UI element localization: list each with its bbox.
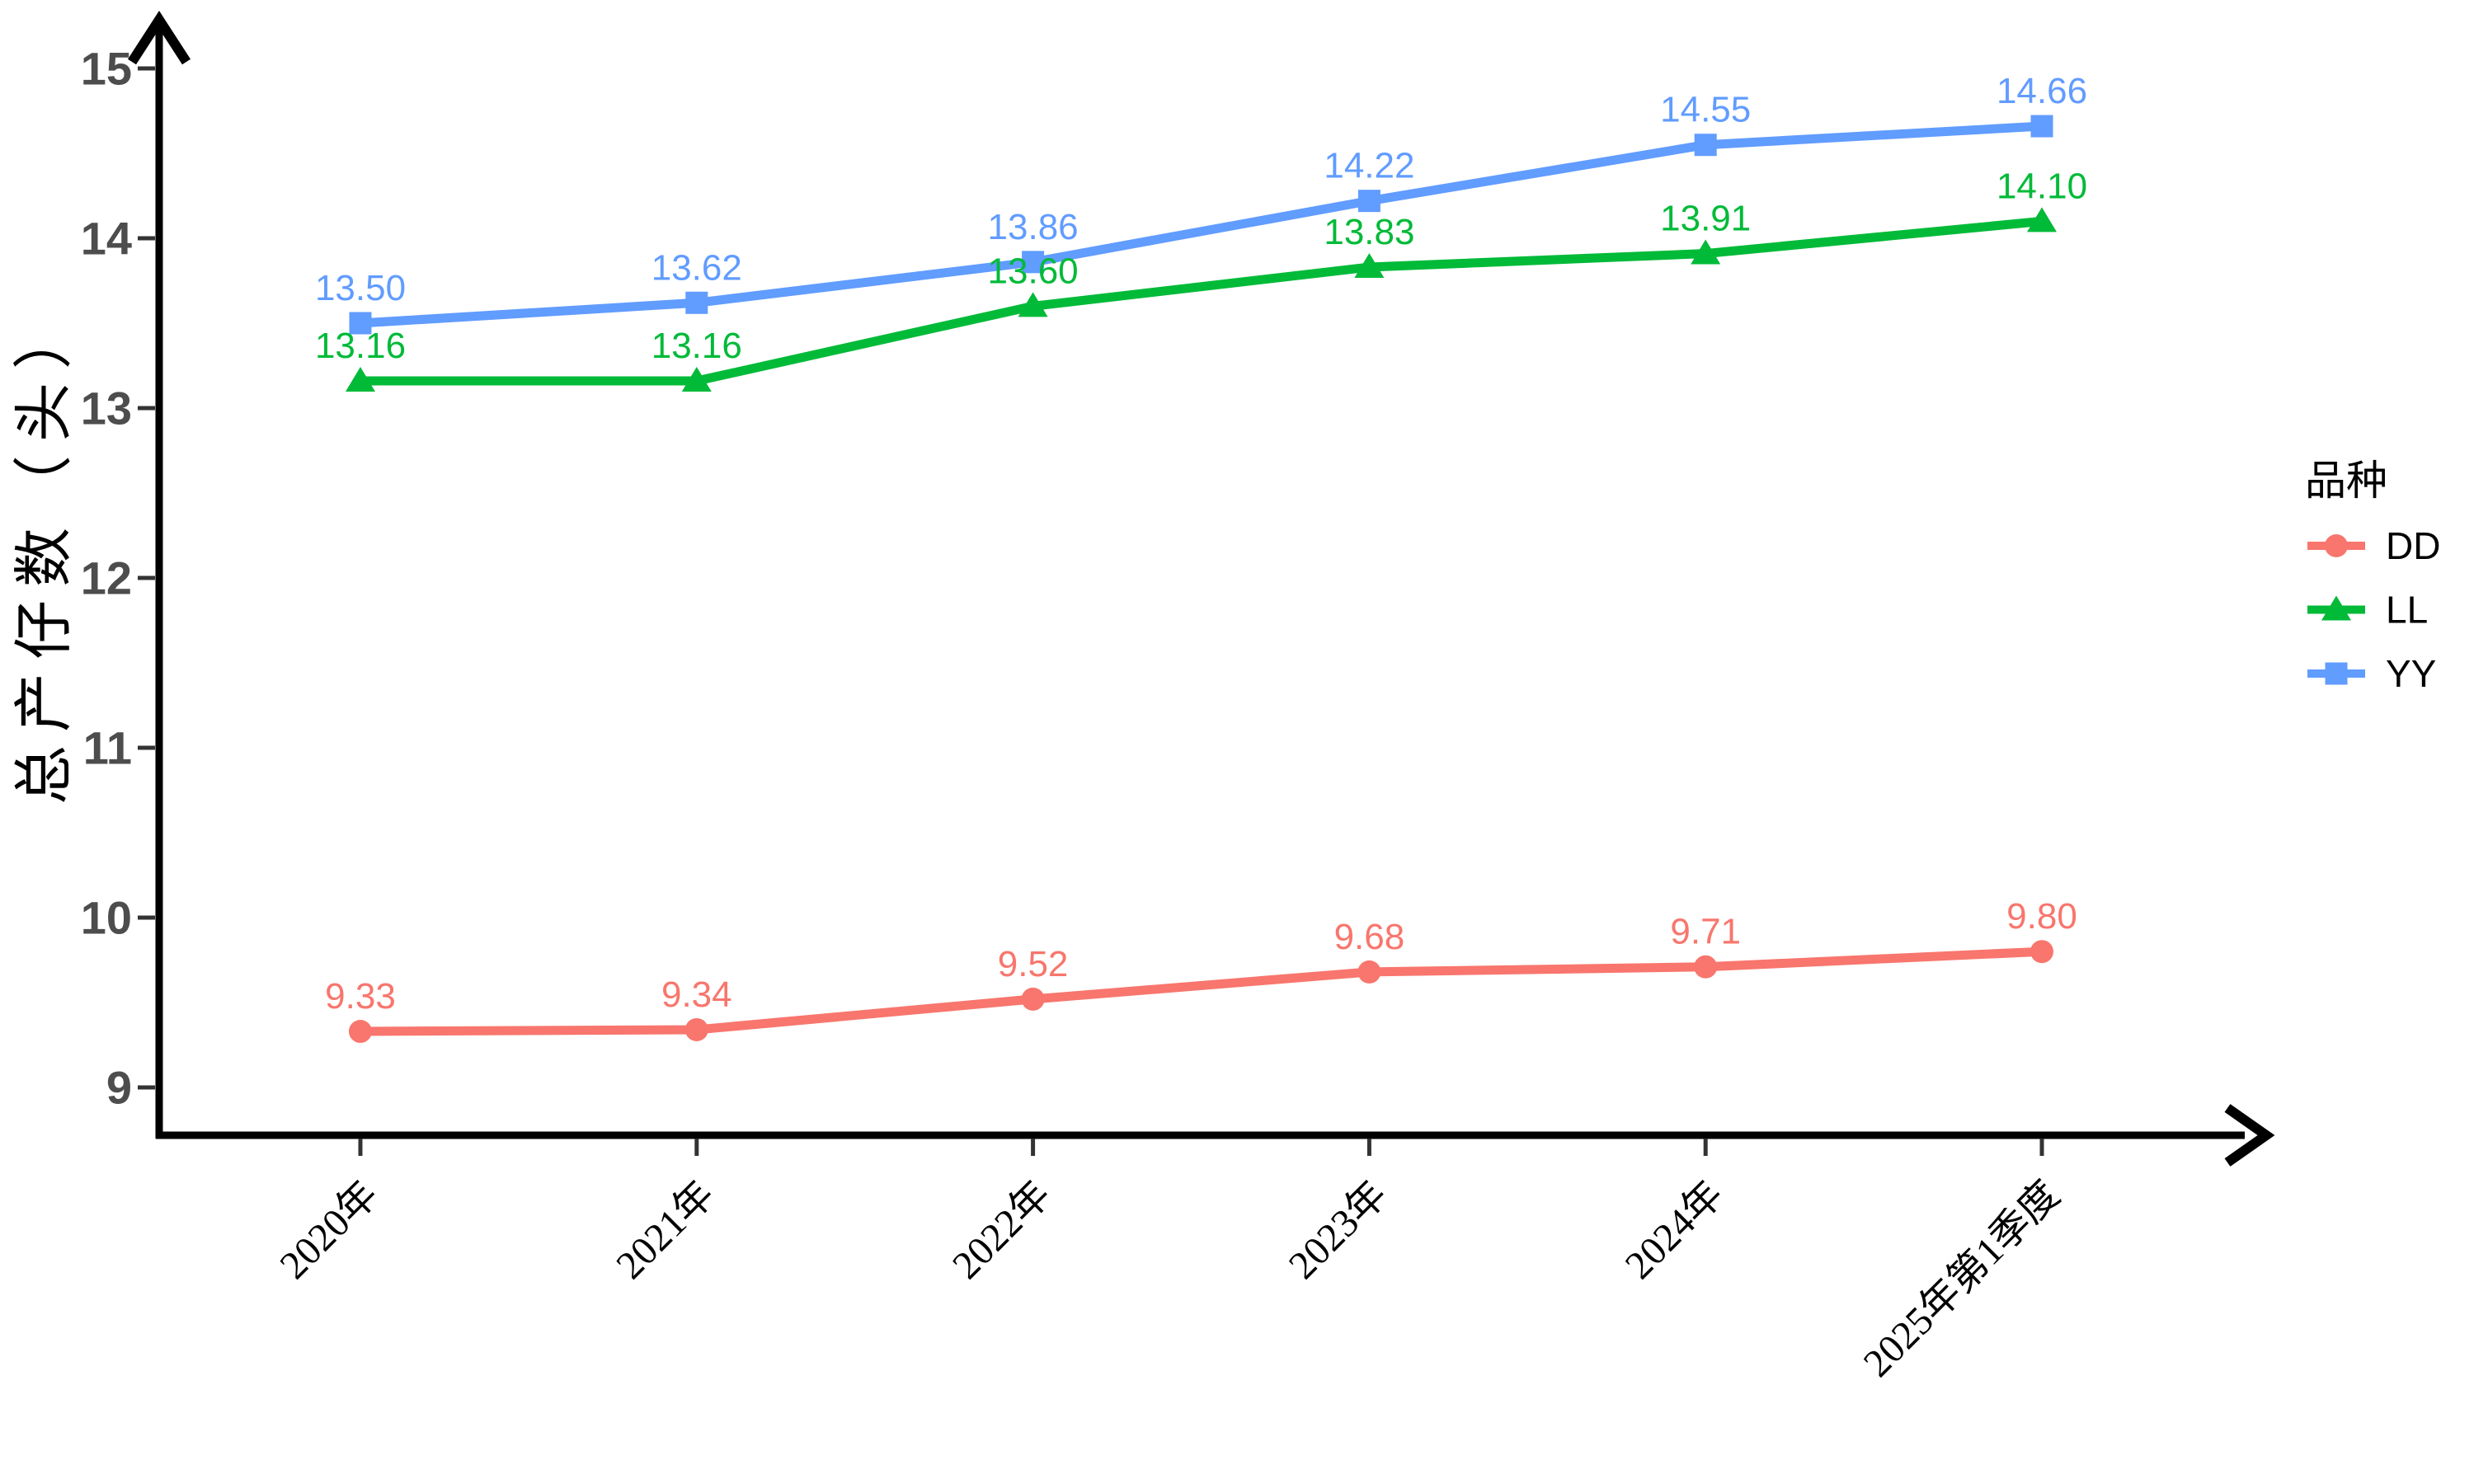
data-point-marker-YY-2021年 [685, 291, 708, 314]
y-tick-label: 15 [81, 43, 132, 95]
data-label-DD-2022年: 9.52 [998, 944, 1069, 984]
data-label-LL-2022年: 13.60 [988, 251, 1079, 291]
data-point-marker-YY-2020年 [349, 312, 372, 335]
x-tick-label: 2020年 [271, 1172, 386, 1287]
axes-layer: 9 10 11 12 13 14 15 2020年 2021年 2022年 2023年 2024年 20… [81, 10, 2275, 1385]
data-label-LL-2025年第1季度: 14.10 [1997, 166, 2087, 206]
data-point-marker-YY-2024年 [1694, 134, 1717, 157]
data-point-marker-YY-2025年第1季度 [2030, 115, 2053, 138]
data-point-marker-YY-2023年 [1357, 190, 1380, 213]
y-tick-label: 10 [81, 892, 132, 944]
data-point-marker-DD-2020年 [349, 1020, 372, 1044]
x-tick-label: 2025年第1季度 [1856, 1172, 2068, 1385]
data-point-marker-LL-2020年 [346, 367, 375, 392]
data-point-marker-LL-2025年第1季度 [2027, 207, 2057, 232]
legend-marker-YY [2325, 662, 2348, 685]
data-label-LL-2020年: 13.16 [315, 326, 406, 366]
y-tick-label: 13 [81, 383, 132, 434]
legend-marker-DD [2325, 534, 2348, 557]
series-line-LL [360, 216, 2043, 386]
data-point-marker-DD-2023年 [1357, 960, 1381, 984]
legend-marker-LL [2321, 595, 2351, 621]
x-tick-label: 2022年 [944, 1172, 1059, 1287]
series-layer [346, 115, 2057, 1044]
data-label-DD-2024年: 9.71 [1670, 912, 1741, 952]
data-label-YY-2025年第1季度: 14.66 [1997, 71, 2087, 111]
legend-items: DD LL YY [2307, 524, 2440, 695]
x-tick-label: 2023年 [1281, 1172, 1395, 1287]
data-label-YY-2021年: 13.62 [651, 247, 742, 288]
data-point-marker-LL-2024年 [1691, 239, 1721, 265]
data-label-LL-2021年: 13.16 [651, 326, 742, 366]
data-point-marker-YY-2022年 [1022, 251, 1045, 274]
y-axis-arrow-icon [127, 10, 191, 65]
legend-item-LL: LL [2307, 589, 2428, 632]
data-label-LL-2023年: 13.83 [1324, 212, 1414, 252]
data-point-marker-DD-2022年 [1021, 987, 1045, 1011]
data-label-DD-2020年: 9.33 [325, 976, 396, 1017]
data-label-YY-2024年: 14.55 [1660, 90, 1751, 130]
data-point-marker-DD-2024年 [1694, 955, 1718, 979]
x-axis-arrow-icon [2224, 1104, 2275, 1167]
legend-title: 品种 [2305, 458, 2387, 504]
y-tick-label: 9 [106, 1062, 132, 1114]
series-line-DD [360, 946, 2043, 1036]
data-label-YY-2020年: 13.50 [315, 268, 406, 308]
legend-item-label-LL: LL [2386, 589, 2428, 632]
data-label-DD-2021年: 9.34 [661, 974, 732, 1015]
y-tick-label: 11 [83, 722, 132, 774]
legend-item-YY: YY [2307, 652, 2436, 695]
data-point-marker-DD-2021年 [684, 1017, 708, 1041]
data-label-LL-2024年: 13.91 [1660, 199, 1751, 239]
x-tick-label: 2024年 [1617, 1172, 1732, 1287]
data-point-marker-LL-2021年 [681, 367, 712, 392]
legend-item-label-DD: DD [2386, 524, 2440, 567]
y-tick-label: 12 [81, 552, 132, 604]
data-label-YY-2023年: 14.22 [1324, 146, 1414, 186]
data-point-marker-LL-2023年 [1354, 253, 1385, 279]
data-label-DD-2023年: 9.68 [1334, 917, 1405, 957]
data-label-YY-2022年: 13.86 [988, 207, 1079, 247]
y-tick-label: 14 [81, 213, 132, 265]
data-point-marker-LL-2022年 [1018, 292, 1048, 317]
x-tick-label: 2021年 [608, 1172, 722, 1287]
legend: 品种 DD LL YY [2305, 458, 2440, 695]
legend-item-label-YY: YY [2386, 652, 2436, 695]
data-label-DD-2025年第1季度: 9.80 [2006, 896, 2077, 937]
y-axis-title: 总产仔数（头） [12, 297, 78, 805]
legend-item-DD: DD [2307, 524, 2440, 567]
data-point-marker-DD-2025年第1季度 [2030, 940, 2053, 964]
series-line-YY [360, 121, 2043, 328]
